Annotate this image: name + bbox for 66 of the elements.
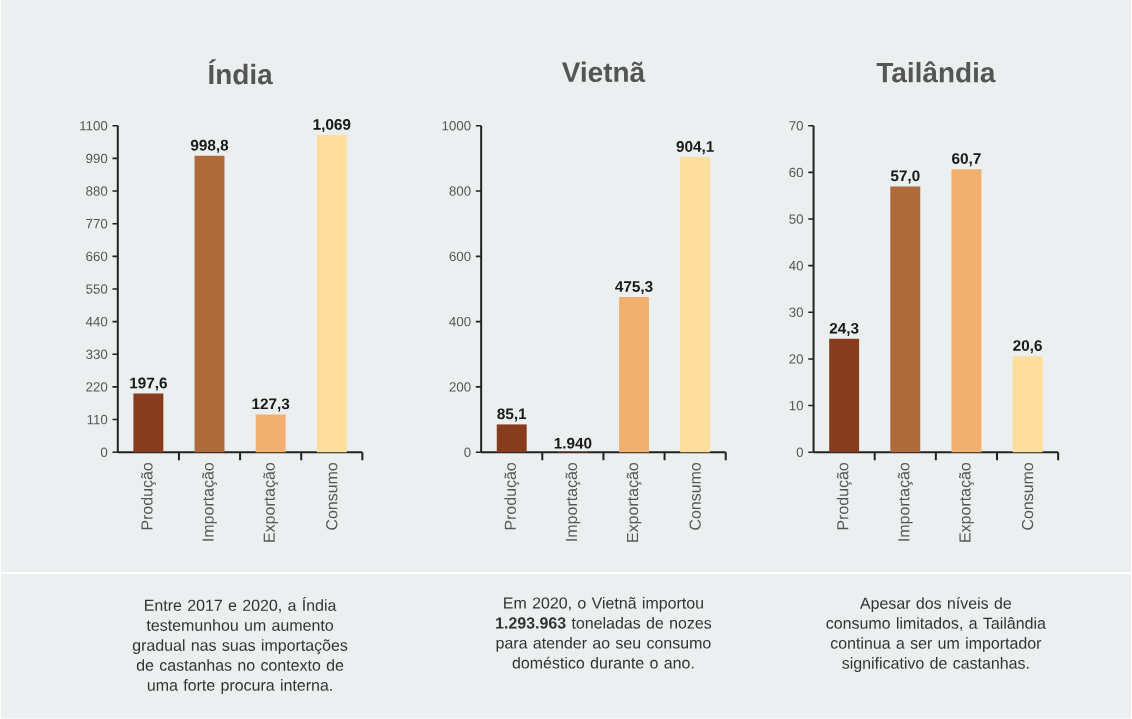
chart-title: Tailândia xyxy=(876,61,996,83)
bar xyxy=(890,186,921,453)
y-tick-label: 60 xyxy=(789,167,804,178)
y-tick-label: 800 xyxy=(449,186,471,196)
x-tick-label: Exportação xyxy=(959,463,974,542)
bar xyxy=(951,169,982,453)
x-tick-label: Importação xyxy=(897,463,913,541)
y-tick-label: 990 xyxy=(86,153,108,164)
y-tick-label: 600 xyxy=(449,251,471,262)
y-tick-label: 1100 xyxy=(80,121,108,131)
y-tick-label: 220 xyxy=(86,382,108,392)
y-tick-label: 1000 xyxy=(442,121,471,131)
y-tick-label: 50 xyxy=(789,214,804,224)
y-tick-label: 40 xyxy=(789,261,804,271)
bar xyxy=(316,135,347,453)
x-tick-label: Importação xyxy=(565,463,581,541)
x-tick-label: Produção xyxy=(140,463,156,530)
data-label: 475,3 xyxy=(615,281,653,295)
y-tick-label: 0 xyxy=(796,447,804,458)
y-tick-label: 880 xyxy=(86,186,108,196)
bar xyxy=(496,424,527,453)
bar xyxy=(680,157,711,453)
text: Em 2020, o Vietnã importou 1.293.963 toneladas de nozes para atender ao seu consumo doméstico durante o ano. xyxy=(496,597,712,669)
y-tick-label: 400 xyxy=(449,317,471,327)
data-label: 20,6 xyxy=(1013,340,1042,354)
x-tick-label: Exportação xyxy=(263,463,279,542)
x-tick-label: Produção xyxy=(836,463,852,530)
data-label: 85,1 xyxy=(497,408,527,422)
data-label: 904,1 xyxy=(676,141,714,155)
y-tick-label: 10 xyxy=(789,400,804,411)
data-label: 57,0 xyxy=(890,170,920,184)
data-label: 998,8 xyxy=(190,139,229,153)
y-tick-label: 30 xyxy=(789,307,804,318)
text: Apesar dos níveis de consumo limitados, a Tailândia continua a ser um importador significativo de castanhas. xyxy=(826,597,1046,673)
y-tick-label: 200 xyxy=(449,382,471,392)
bar xyxy=(255,414,286,453)
x-tick-label: Consumo xyxy=(326,463,338,530)
y-tick-label: 110 xyxy=(87,414,108,425)
y-tick-label: 70 xyxy=(789,121,804,131)
y-tick-label: 0 xyxy=(100,447,108,458)
x-tick-label: Consumo xyxy=(689,463,701,530)
y-tick-label: 330 xyxy=(86,349,108,360)
data-label: 1,069 xyxy=(313,119,351,133)
data-label: 127,3 xyxy=(252,398,290,412)
y-tick-label: 660 xyxy=(86,251,108,262)
text: Entre 2017 e 2020, a Índia testemunhou um aumento gradual nas suas importações de castanhas no contexto de uma forte procura interna. xyxy=(132,597,348,695)
bar xyxy=(619,297,649,453)
data-label: 1.940 xyxy=(554,437,592,449)
x-tick-label: Exportação xyxy=(626,463,642,542)
y-tick-label: 770 xyxy=(86,219,108,229)
bar xyxy=(194,155,225,453)
bar xyxy=(133,393,164,453)
bar xyxy=(829,339,860,453)
data-label: 24,3 xyxy=(829,323,859,337)
data-label: 60,7 xyxy=(952,153,981,167)
bar xyxy=(1012,356,1043,453)
y-tick-label: 0 xyxy=(464,447,471,458)
chart-title: Vietnã xyxy=(561,61,646,83)
y-tick-label: 20 xyxy=(789,354,804,364)
y-tick-label: 550 xyxy=(86,284,108,294)
data-label: 197,6 xyxy=(130,377,167,391)
y-tick-label: 440 xyxy=(85,317,108,327)
x-tick-label: Consumo xyxy=(1021,463,1034,530)
x-tick-label: Produção xyxy=(504,463,520,530)
x-tick-label: Importação xyxy=(202,463,217,541)
chart-title: Índia xyxy=(208,59,273,85)
